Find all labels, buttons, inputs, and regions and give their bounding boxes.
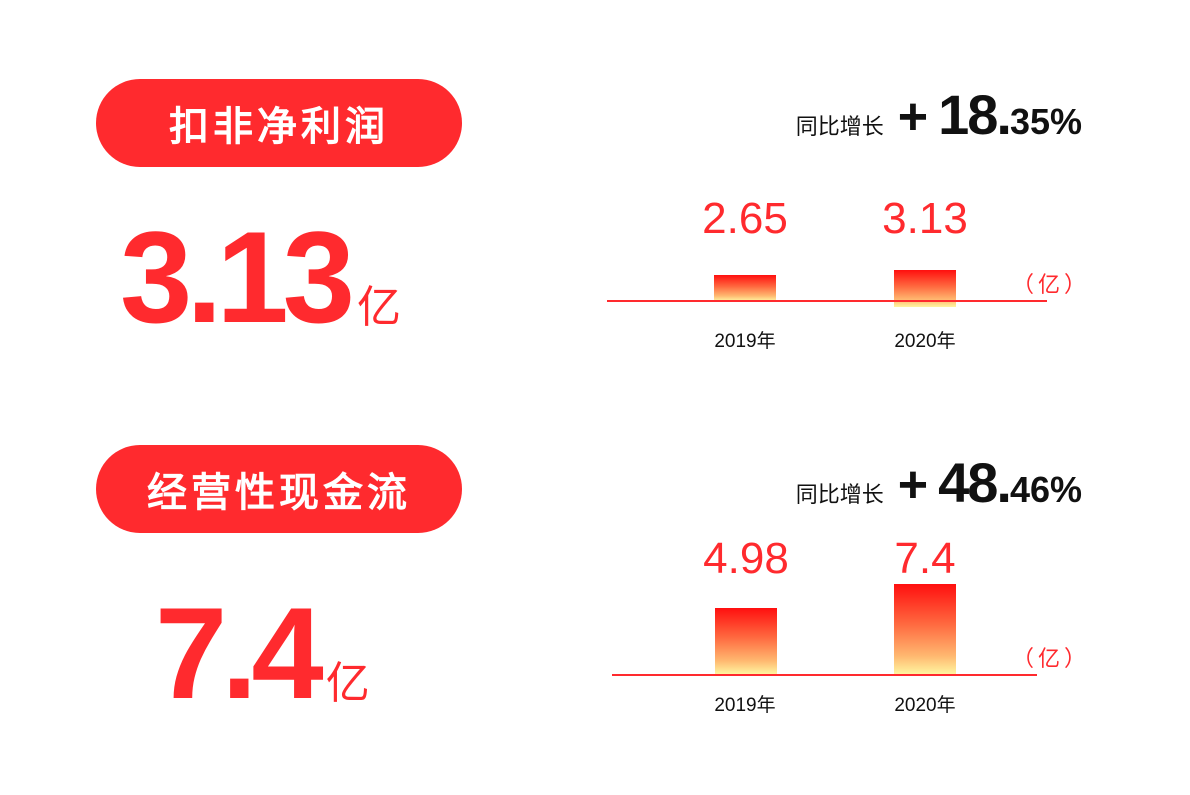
metric-unit: 亿	[325, 658, 370, 709]
metric-big-value: 7.4 亿	[155, 588, 370, 718]
bar-value-label: 4.98	[703, 534, 789, 583]
growth-rate: 同比增长 + 48. 46%	[796, 450, 1082, 515]
growth-dec: 35%	[1009, 101, 1082, 142]
metric-title: 经营性现金流	[147, 470, 411, 516]
bar-value-label: 7.4	[894, 534, 956, 583]
bar-2020	[894, 584, 956, 674]
metric-value: 3.13	[120, 204, 355, 350]
year-label: 2020年	[894, 695, 956, 716]
year-label: 2020年	[894, 331, 956, 352]
bar-2019	[714, 275, 776, 301]
growth-dec: 46%	[1009, 469, 1082, 510]
metric-unit: 亿	[357, 282, 402, 333]
bar-value-label: 3.13	[882, 194, 968, 243]
growth-rate: 同比增长 + 18. 35%	[796, 82, 1082, 147]
growth-int: 18.	[938, 83, 1012, 146]
bar-value-label: 2.65	[702, 194, 788, 243]
metric-title-pill: 扣非净利润	[96, 79, 462, 167]
metric-title: 扣非净利润	[169, 104, 389, 150]
axis-unit-label: （亿）	[1012, 273, 1091, 298]
metric-value: 7.4	[155, 580, 324, 726]
growth-int: 48.	[938, 451, 1012, 514]
axis-baseline	[612, 674, 1037, 676]
growth-label: 同比增长	[795, 115, 884, 140]
metric-big-value: 3.13 亿	[120, 212, 401, 342]
growth-label: 同比增长	[795, 483, 884, 508]
bar-2019	[715, 608, 777, 674]
plus-sign: +	[897, 456, 929, 514]
axis-baseline	[607, 300, 1047, 302]
year-label: 2019年	[714, 695, 776, 716]
plus-sign: +	[897, 88, 929, 146]
metric-title-pill: 经营性现金流	[96, 445, 462, 533]
axis-unit-label: （亿）	[1012, 647, 1091, 672]
year-label: 2019年	[714, 331, 776, 352]
